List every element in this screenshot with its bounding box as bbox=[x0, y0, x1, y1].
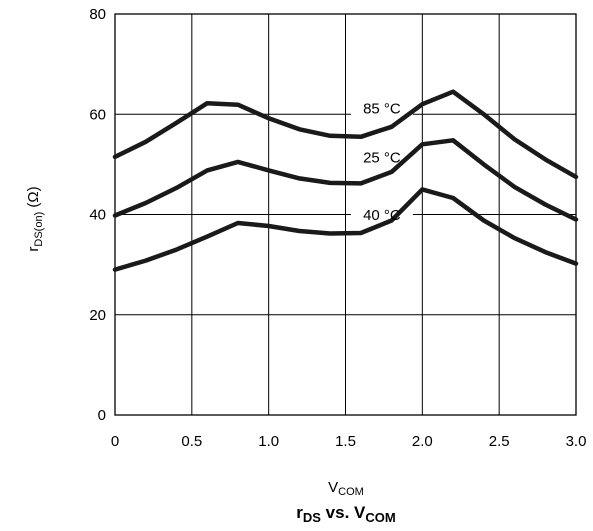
x-axis-title-main: V bbox=[328, 479, 338, 496]
series-lines bbox=[112, 89, 579, 272]
y-tick-label: 60 bbox=[89, 106, 106, 123]
y-tick-label: 20 bbox=[89, 307, 106, 324]
chart-title-mid: vs. V bbox=[321, 503, 366, 522]
x-tick-label: 0.5 bbox=[181, 433, 202, 450]
chart-title-end-sub: COM bbox=[365, 510, 395, 525]
series-label-1: 25 °C bbox=[363, 149, 401, 166]
series-labels: 85 °C 25 °C 40 °C bbox=[363, 101, 401, 224]
x-tick-label: 2.0 bbox=[412, 433, 433, 450]
grid-lines bbox=[115, 14, 576, 415]
series-label-backgrounds bbox=[350, 97, 413, 226]
series-line-0 bbox=[112, 89, 579, 180]
y-tick-label: 0 bbox=[98, 407, 106, 424]
series-label-2: 40 °C bbox=[363, 207, 401, 224]
series-line-1 bbox=[112, 138, 579, 222]
y-tick-label: 40 bbox=[89, 207, 106, 224]
series-label-bg bbox=[350, 146, 413, 169]
x-tick-label: 0 bbox=[111, 433, 119, 450]
series-label-bg bbox=[350, 203, 413, 226]
x-tick-label: 1.5 bbox=[335, 433, 356, 450]
x-tick-label: 3.0 bbox=[566, 433, 587, 450]
y-axis-title-sub: DS(on) bbox=[33, 212, 45, 247]
y-axis-title-main: r bbox=[25, 247, 42, 252]
y-axis-title-unit: (Ω) bbox=[25, 186, 42, 207]
series-label-0: 85 °C bbox=[363, 101, 401, 118]
chart-title: rDS vs. VCOM bbox=[296, 503, 395, 525]
series-line-2 bbox=[112, 187, 579, 272]
chart-title-main: r bbox=[296, 503, 303, 522]
x-axis-title-sub: COM bbox=[338, 486, 364, 498]
x-tick-label: 1.0 bbox=[258, 433, 279, 450]
x-axis-title: VCOM bbox=[328, 479, 364, 498]
tick-labels: 0 0.5 1.0 1.5 2.0 2.5 3.0 0 20 40 60 80 bbox=[89, 6, 586, 450]
x-tick-label: 2.5 bbox=[489, 433, 510, 450]
chart-title-main-sub: DS bbox=[303, 510, 321, 525]
series-label-bg bbox=[350, 97, 413, 120]
y-tick-label: 80 bbox=[89, 6, 106, 23]
y-axis-title: rDS(on) (Ω) bbox=[25, 186, 45, 251]
